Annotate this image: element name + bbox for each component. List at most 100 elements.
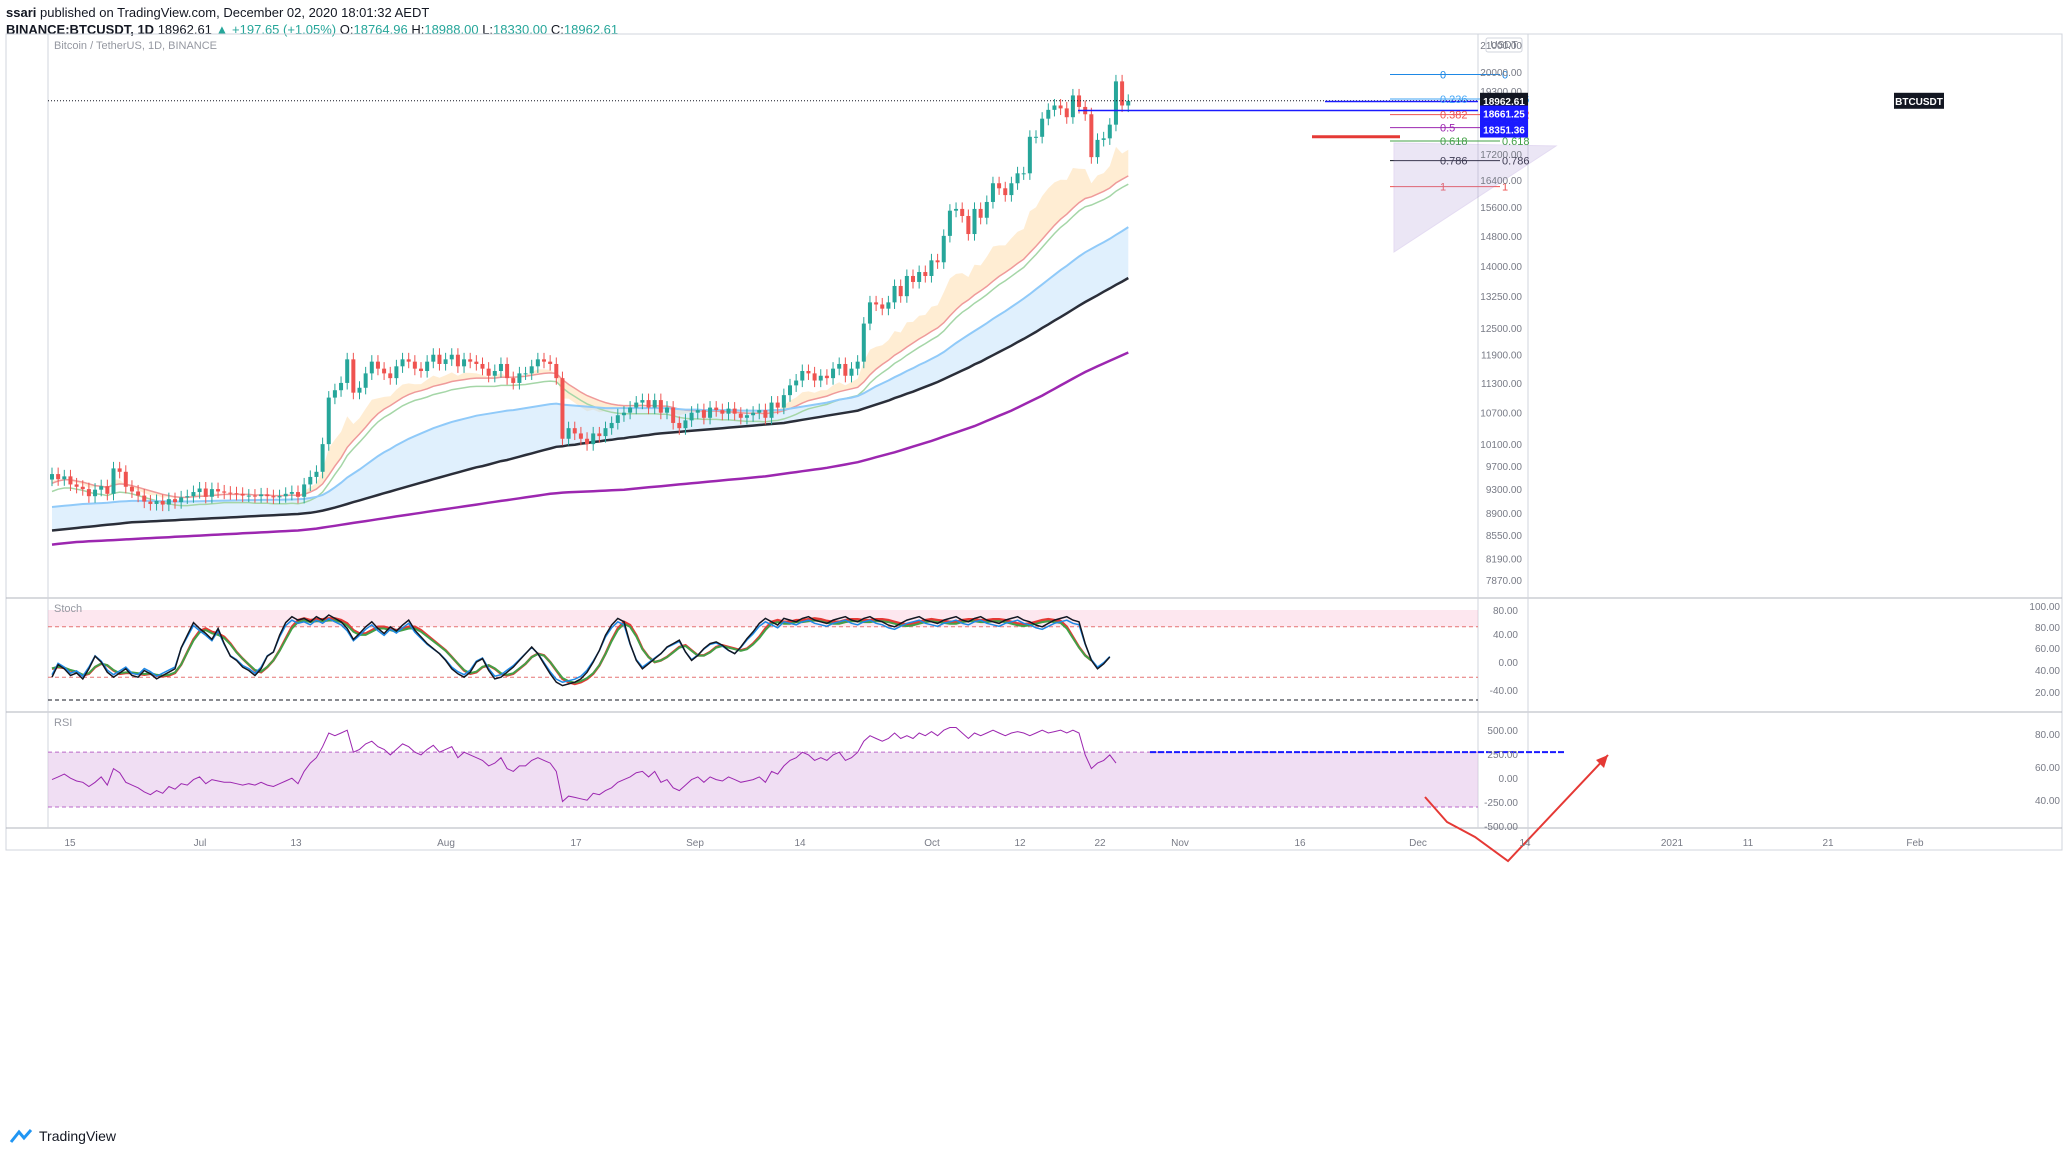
time-tick-label: Jul bbox=[194, 838, 207, 849]
symbol-label[interactable]: BINANCE:BTCUSDT, 1D bbox=[6, 22, 155, 37]
candle-body bbox=[566, 428, 571, 439]
candle-body bbox=[960, 208, 965, 216]
stoch-right-tick: 40.00 bbox=[2035, 666, 2060, 677]
candle-body bbox=[425, 361, 430, 372]
candle-body bbox=[671, 407, 676, 423]
candle-body bbox=[320, 444, 325, 472]
stoch-pane[interactable]: Stoch bbox=[48, 603, 1478, 701]
ema-band-fill bbox=[52, 146, 1129, 499]
hline2-tag: 18351.36 bbox=[1483, 126, 1525, 137]
candle-body bbox=[283, 493, 288, 497]
candle-body bbox=[683, 420, 688, 429]
candle-body bbox=[560, 378, 565, 439]
candle-body bbox=[880, 304, 885, 309]
candle-body bbox=[351, 359, 356, 393]
candle-body bbox=[468, 359, 473, 362]
candle-body bbox=[222, 491, 227, 493]
price-tick-label: 21000.00 bbox=[1480, 41, 1522, 52]
candle-body bbox=[511, 378, 516, 383]
candle-body bbox=[93, 489, 98, 497]
rsi-left-tick: -250.00 bbox=[1484, 798, 1518, 809]
candle-body bbox=[1027, 136, 1032, 174]
price-pane[interactable]: Bitcoin / TetherUS, 1D, BINANCE 0 0 0.236 0.… bbox=[48, 40, 1558, 546]
candle-body bbox=[234, 493, 239, 495]
candle-body bbox=[400, 359, 405, 367]
candle-body bbox=[111, 468, 116, 494]
candle-body bbox=[1089, 114, 1094, 158]
candle-body bbox=[363, 373, 368, 388]
brand-name: TradingView bbox=[39, 1128, 117, 1144]
candle-body bbox=[197, 488, 202, 493]
candle-body bbox=[74, 484, 79, 487]
candle-body bbox=[603, 428, 608, 437]
symbol-tag: BTCUSDT bbox=[1895, 97, 1943, 108]
candle-body bbox=[1058, 105, 1063, 109]
candle-body bbox=[1009, 183, 1014, 196]
candle-body bbox=[474, 361, 479, 364]
candle-body bbox=[246, 495, 251, 497]
candle-body bbox=[757, 410, 762, 413]
candle-body bbox=[806, 371, 811, 374]
candle-body bbox=[136, 491, 141, 496]
time-tick-label: 13 bbox=[290, 838, 302, 849]
price-tick-label: 14000.00 bbox=[1480, 262, 1522, 273]
time-tick-label: Sep bbox=[686, 838, 704, 849]
candle-body bbox=[609, 422, 614, 429]
rsi-line bbox=[51, 727, 1117, 803]
price-tick-label: 9700.00 bbox=[1486, 462, 1523, 473]
candle-body bbox=[708, 407, 713, 418]
candle-body bbox=[62, 476, 67, 480]
candle-body bbox=[972, 208, 977, 235]
candle-body bbox=[677, 422, 682, 429]
candle-body bbox=[542, 359, 546, 362]
candle-body bbox=[1101, 138, 1106, 140]
candle-body bbox=[665, 407, 669, 413]
candle-body bbox=[1070, 95, 1075, 118]
candle-body bbox=[646, 400, 651, 408]
candle-body bbox=[80, 486, 85, 490]
price-tick-label: 7870.00 bbox=[1486, 576, 1523, 587]
candle-body bbox=[867, 302, 872, 324]
fib-level-label: 0.786 bbox=[1440, 156, 1468, 168]
symbol-tag-bg bbox=[1894, 92, 1944, 109]
triangle-drawing bbox=[1393, 142, 1558, 253]
tradingview-logo: TradingView bbox=[8, 1128, 116, 1144]
rsi-pane[interactable]: RSI bbox=[48, 717, 1609, 863]
stoch-k2-line bbox=[51, 617, 1111, 683]
candle-body bbox=[714, 407, 719, 411]
candle-body bbox=[720, 410, 725, 414]
candle-body bbox=[831, 368, 836, 379]
candle-body bbox=[701, 410, 706, 418]
time-tick-label: 12 bbox=[1014, 838, 1026, 849]
candle-body bbox=[935, 260, 940, 263]
candle-body bbox=[751, 412, 756, 416]
price-tick-label: 15600.00 bbox=[1480, 203, 1522, 214]
candle-body bbox=[394, 366, 399, 379]
low-value: 18330.00 bbox=[493, 22, 548, 37]
time-tick-label: 22 bbox=[1094, 838, 1106, 849]
candle-body bbox=[978, 208, 983, 218]
ma-cloud-fill bbox=[52, 227, 1129, 531]
candle-body bbox=[738, 413, 743, 418]
candle-body bbox=[117, 468, 122, 472]
candle-body bbox=[1113, 81, 1118, 125]
candle-body bbox=[855, 361, 860, 369]
candle-body bbox=[1126, 100, 1131, 106]
stoch-left-tick: -40.00 bbox=[1490, 686, 1519, 697]
candle-body bbox=[339, 382, 344, 391]
time-tick-label: Oct bbox=[924, 838, 940, 849]
candle-body bbox=[455, 354, 460, 367]
close-value: 18962.61 bbox=[563, 22, 619, 37]
price-tick-label: 16400.00 bbox=[1480, 176, 1522, 187]
candle-body bbox=[50, 474, 54, 480]
candle-body bbox=[695, 410, 700, 413]
low-label: L: bbox=[482, 22, 494, 37]
candle-body bbox=[252, 495, 257, 497]
candle-body bbox=[1052, 105, 1057, 110]
candle-body bbox=[763, 410, 768, 418]
candle-body bbox=[572, 428, 577, 434]
candle-body bbox=[578, 433, 583, 439]
axes: 21000.0020000.0019300.0018600.0017900.00… bbox=[64, 37, 2060, 849]
candle-body bbox=[308, 476, 313, 485]
